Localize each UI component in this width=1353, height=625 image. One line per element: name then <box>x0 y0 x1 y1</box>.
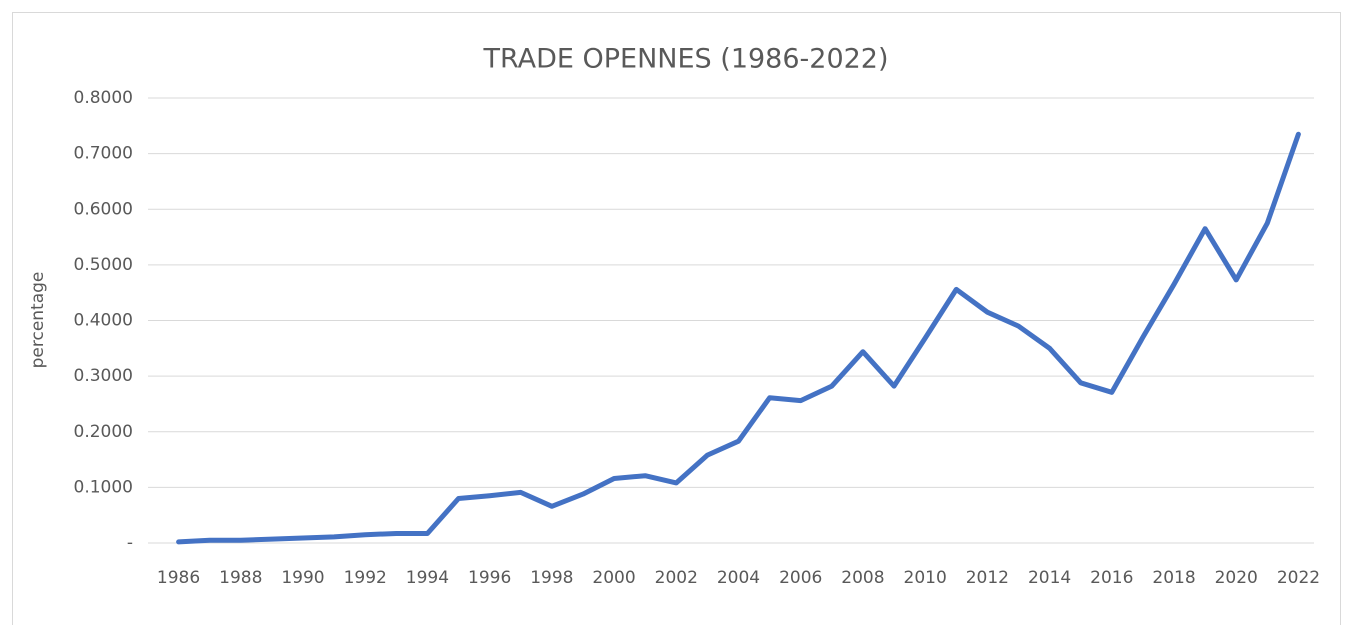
x-tick-label: 2016 <box>1090 568 1133 588</box>
chart-title: TRADE OPENNES (1986-2022) <box>482 44 888 75</box>
y-tick-label: - <box>127 533 133 553</box>
y-tick-label: 0.3000 <box>74 366 133 386</box>
x-tick-label: 1988 <box>219 568 262 588</box>
data-line <box>176 131 1301 545</box>
x-tick-label: 2010 <box>904 568 947 588</box>
x-tick-label: 2012 <box>966 568 1009 588</box>
x-tick-label: 2004 <box>717 568 760 588</box>
x-tick-label: 2022 <box>1277 568 1320 588</box>
x-tick-label: 1998 <box>530 568 573 588</box>
y-tick-label: 0.6000 <box>74 199 133 219</box>
x-tick-label: 1990 <box>281 568 324 588</box>
x-tick-label: 2018 <box>1152 568 1195 588</box>
x-tick-label: 1994 <box>406 568 449 588</box>
chart-border <box>12 12 1341 625</box>
x-tick-label: 1996 <box>468 568 511 588</box>
x-tick-label: 2002 <box>655 568 698 588</box>
y-axis-title: percentage <box>28 272 48 369</box>
y-tick-label: 0.8000 <box>74 88 133 108</box>
y-tick-label: 0.4000 <box>74 311 133 331</box>
x-tick-label: 2008 <box>841 568 884 588</box>
x-tick-label: 2020 <box>1215 568 1258 588</box>
x-tick-label: 1992 <box>344 568 387 588</box>
x-tick-label: 2006 <box>779 568 822 588</box>
x-tick-label: 2014 <box>1028 568 1071 588</box>
y-tick-label: 0.1000 <box>74 477 133 497</box>
x-tick-label: 2000 <box>592 568 635 588</box>
y-tick-label: 0.5000 <box>74 255 133 275</box>
y-tick-label: 0.2000 <box>74 422 133 442</box>
x-tick-label: 1986 <box>157 568 200 588</box>
y-tick-label: 0.7000 <box>74 144 133 164</box>
